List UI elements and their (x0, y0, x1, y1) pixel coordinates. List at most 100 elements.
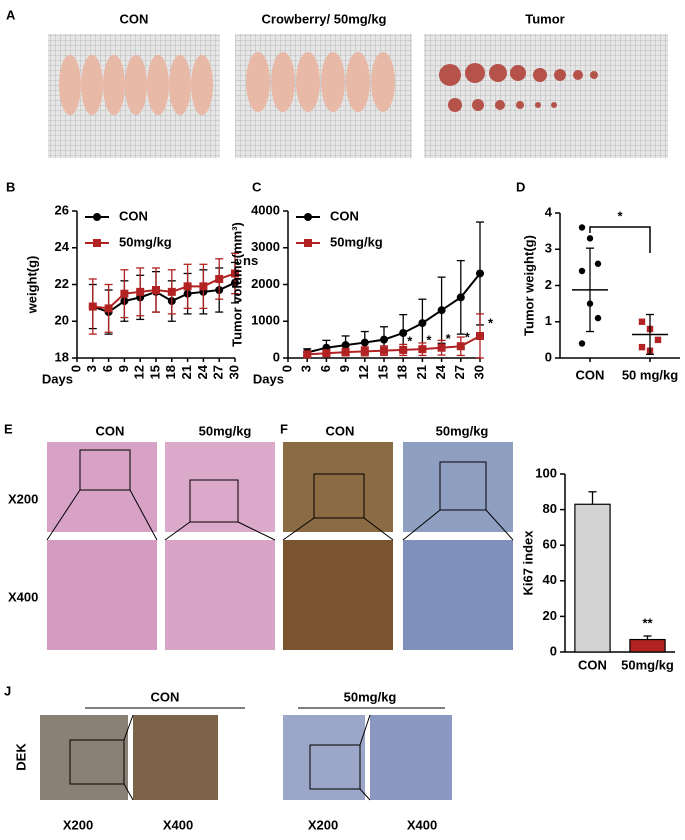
row-label: DEK (13, 743, 28, 771)
marker (594, 314, 602, 322)
marker (215, 274, 224, 283)
x-tick-label: 50 mg/kg (622, 367, 678, 382)
photo-label: 50mg/kg (436, 423, 489, 438)
bar (574, 503, 611, 653)
x-tick-label: 9 (116, 365, 131, 372)
x-tick-label: 50mg/kg (621, 657, 674, 672)
x-tick-label: 21 (414, 365, 429, 379)
tumors (439, 63, 598, 112)
legend-label: 50mg/kg (330, 234, 383, 249)
y-tick-label: 4000 (251, 202, 280, 217)
photo-label: CON (120, 11, 149, 26)
annotation: ns (243, 253, 258, 268)
marker (594, 260, 602, 267)
zoom-lines (46, 489, 276, 541)
photo (370, 715, 452, 800)
y-tick-label: 2 (545, 277, 552, 292)
x-tick-label: 18 (395, 365, 410, 379)
marker (104, 304, 113, 313)
x-axis-label: Days (253, 371, 284, 386)
significance-bracket (589, 226, 651, 253)
marker (638, 343, 646, 351)
significance: * (617, 208, 623, 223)
x-tick-label: 6 (318, 365, 333, 372)
zoom-box (79, 449, 131, 491)
y-tick-label: 0 (273, 349, 280, 364)
annotation: * (446, 331, 452, 346)
y-tick-label: 0 (545, 349, 552, 364)
y-tick-label: 3000 (251, 239, 280, 254)
marker (341, 341, 350, 350)
marker (437, 343, 446, 352)
photo-label: Crowberry/ 50mg/kg (262, 11, 387, 26)
x-tick-label: 6 (100, 365, 115, 372)
legend-label: CON (330, 208, 359, 223)
marker (399, 345, 408, 354)
zoom-lines (282, 509, 514, 541)
photo (165, 540, 275, 650)
series-line (306, 272, 481, 354)
y-tick-label: 26 (55, 202, 69, 217)
marker (167, 287, 176, 296)
y-axis-label: Tumor volume(mm³) (229, 222, 244, 347)
marker (304, 213, 312, 221)
marker (136, 287, 145, 296)
x-tick-label: 27 (452, 365, 467, 379)
x-tick-label: 12 (132, 365, 147, 379)
marker (152, 286, 160, 295)
y-tick-label: 40 (543, 572, 557, 587)
marker (578, 267, 586, 275)
marker (578, 340, 586, 347)
zoom-box (439, 461, 487, 511)
y-axis-label: weight(g) (24, 256, 39, 315)
panel-label: F (280, 421, 288, 436)
photo (40, 715, 128, 800)
y-tick-label: 2000 (251, 276, 280, 291)
legend-label: 50mg/kg (119, 234, 172, 249)
x-tick-label: 30 (471, 365, 486, 379)
photo (283, 540, 393, 650)
panel-label: C (252, 179, 262, 194)
y-tick-label: 20 (55, 313, 69, 328)
marker (322, 349, 331, 358)
photo (283, 715, 365, 800)
x-tick-label: 9 (337, 365, 352, 372)
photo (165, 442, 275, 532)
marker (93, 239, 101, 247)
x-tick-label: 0 (279, 365, 294, 372)
marker (476, 269, 484, 278)
x-tick-label: 3 (299, 365, 314, 372)
y-tick-label: 60 (543, 537, 557, 552)
panel-label: J (4, 683, 11, 698)
x-tick-label: 15 (147, 365, 162, 379)
photo (403, 540, 513, 650)
legend-label: CON (119, 208, 148, 223)
group-label: CON (151, 689, 180, 704)
y-tick-label: 4 (545, 204, 553, 219)
mice (59, 52, 395, 115)
marker (586, 235, 594, 242)
photo (424, 34, 668, 158)
marker (418, 345, 427, 354)
y-tick-label: 1 (545, 313, 552, 328)
x-tick-label: 21 (179, 365, 194, 379)
marker (120, 289, 129, 298)
marker (93, 213, 101, 221)
significance: ** (642, 615, 653, 630)
y-tick-label: 0 (550, 643, 557, 658)
bar (629, 638, 666, 653)
marker (437, 306, 446, 315)
photo (47, 442, 157, 532)
marker (360, 338, 369, 347)
marker (304, 239, 312, 247)
marker (183, 282, 192, 291)
x-tick-label: CON (578, 657, 607, 672)
y-tick-label: 80 (543, 501, 557, 516)
zoom-box (69, 739, 125, 785)
photo-label: 50mg/kg (199, 423, 252, 438)
x-tick-label: 30 (226, 365, 241, 379)
marker (341, 348, 350, 357)
marker (578, 224, 586, 231)
x-tick-label: 12 (356, 365, 371, 379)
marker (654, 336, 662, 344)
